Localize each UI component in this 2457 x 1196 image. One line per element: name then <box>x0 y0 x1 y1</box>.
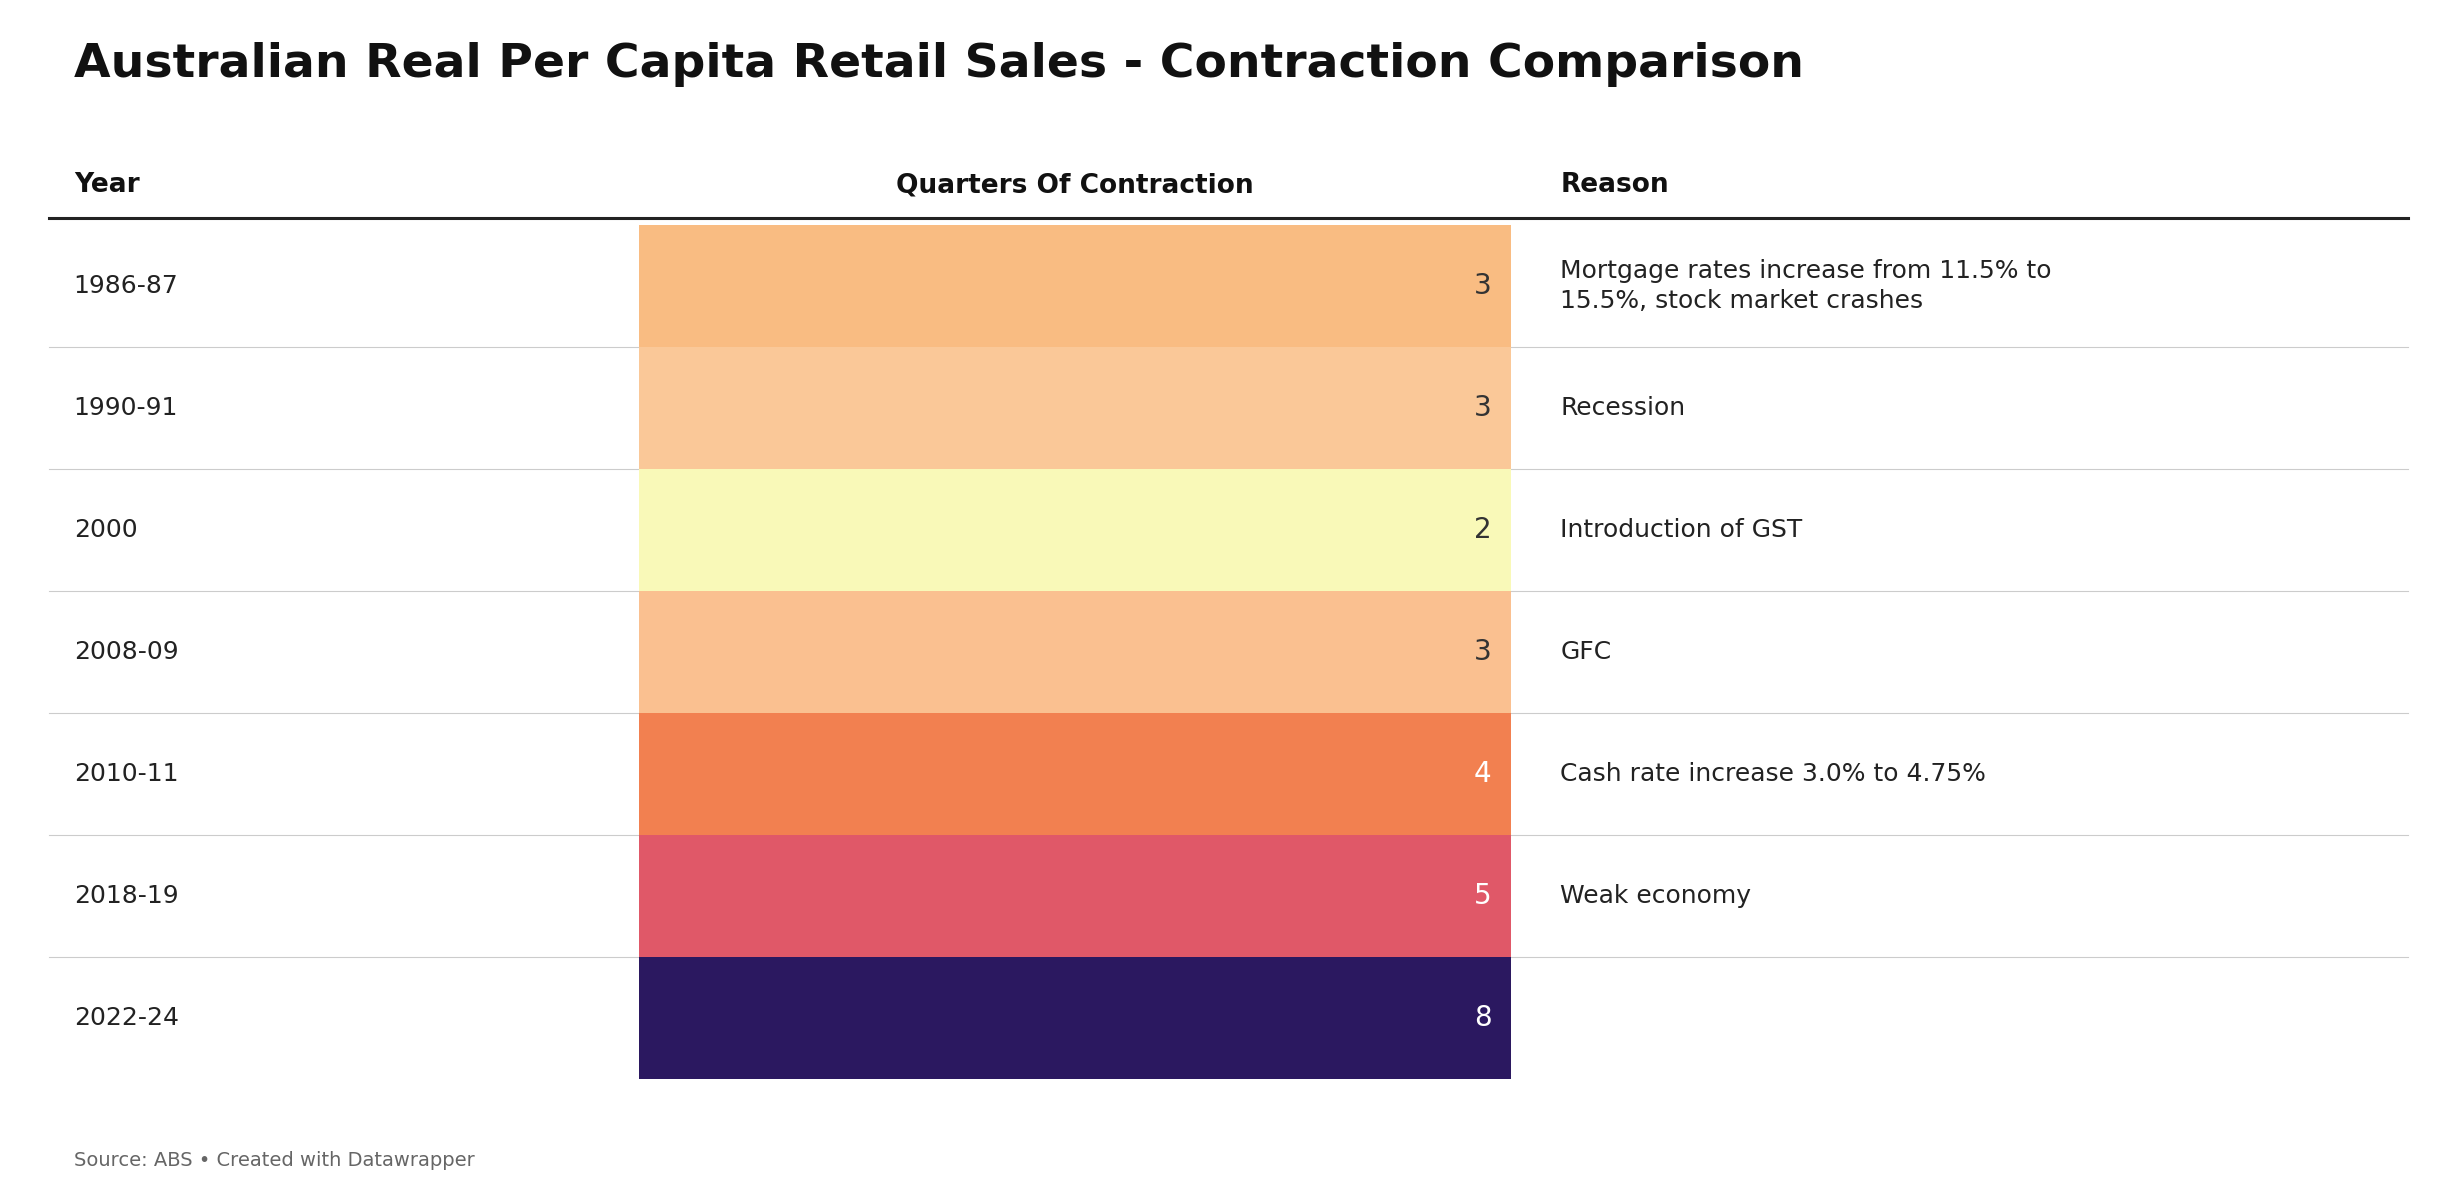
Text: Source: ABS • Created with Datawrapper: Source: ABS • Created with Datawrapper <box>74 1151 474 1170</box>
Text: Year: Year <box>74 172 140 199</box>
Text: Mortgage rates increase from 11.5% to
15.5%, stock market crashes: Mortgage rates increase from 11.5% to 15… <box>1560 258 2052 313</box>
Bar <box>639 957 1511 1079</box>
Text: 3: 3 <box>1474 637 1491 666</box>
Text: 8: 8 <box>1474 1003 1491 1032</box>
Text: 2018-19: 2018-19 <box>74 884 179 908</box>
Text: Cash rate increase 3.0% to 4.75%: Cash rate increase 3.0% to 4.75% <box>1560 762 1985 786</box>
Text: 2000: 2000 <box>74 518 138 542</box>
Text: 4: 4 <box>1474 759 1491 788</box>
Text: Australian Real Per Capita Retail Sales - Contraction Comparison: Australian Real Per Capita Retail Sales … <box>74 42 1803 87</box>
Text: 2022-24: 2022-24 <box>74 1006 179 1030</box>
Text: 5: 5 <box>1474 881 1491 910</box>
Bar <box>639 347 1511 469</box>
Text: Weak economy: Weak economy <box>1560 884 1752 908</box>
Bar <box>639 469 1511 591</box>
Bar <box>639 225 1511 347</box>
Bar <box>639 591 1511 713</box>
Text: Introduction of GST: Introduction of GST <box>1560 518 1803 542</box>
Text: Recession: Recession <box>1560 396 1686 420</box>
Text: 3: 3 <box>1474 393 1491 422</box>
Text: Reason: Reason <box>1560 172 1668 199</box>
Text: GFC: GFC <box>1560 640 1612 664</box>
Bar <box>639 713 1511 835</box>
Text: 2: 2 <box>1474 515 1491 544</box>
Text: 2008-09: 2008-09 <box>74 640 179 664</box>
Bar <box>639 835 1511 957</box>
Text: 2010-11: 2010-11 <box>74 762 179 786</box>
Text: 1986-87: 1986-87 <box>74 274 179 298</box>
Text: Quarters Of Contraction: Quarters Of Contraction <box>897 172 1253 199</box>
Text: 3: 3 <box>1474 271 1491 300</box>
Text: 1990-91: 1990-91 <box>74 396 177 420</box>
